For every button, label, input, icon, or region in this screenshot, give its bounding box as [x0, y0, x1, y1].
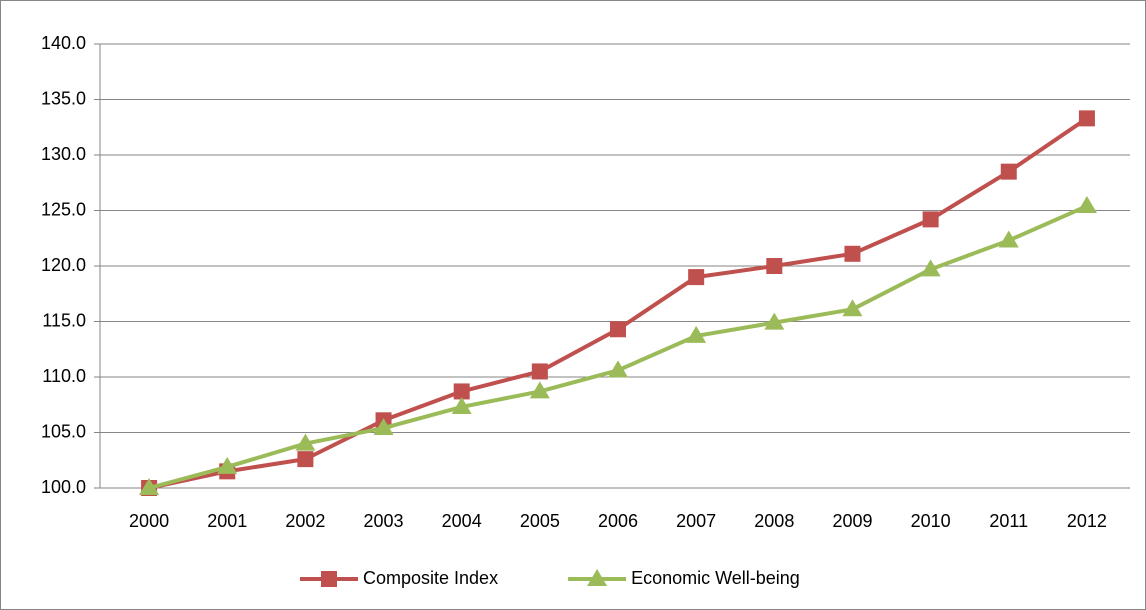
y-tick-label: 140.0: [41, 33, 86, 53]
x-tick-label: 2007: [676, 511, 716, 531]
point: [295, 433, 316, 451]
point: [922, 211, 939, 228]
point: [1076, 196, 1097, 214]
x-tick-label: 2006: [598, 511, 638, 531]
legend-marker: [587, 569, 608, 586]
point: [688, 269, 705, 286]
point: [842, 299, 863, 317]
point: [766, 258, 783, 274]
point: [998, 230, 1019, 248]
x-tick-label: 2008: [754, 511, 794, 531]
series: [139, 196, 1097, 495]
y-tick-label: 135.0: [41, 88, 86, 108]
point: [1000, 163, 1017, 180]
point: [139, 478, 160, 495]
point: [297, 451, 314, 468]
point: [764, 312, 785, 330]
point: [217, 456, 238, 474]
x-tick-label: 2011: [989, 511, 1028, 531]
x-tick-label: 2000: [129, 511, 169, 531]
legend-label: Composite Index: [363, 568, 498, 588]
x-tick-label: 2004: [442, 511, 482, 531]
y-tick-label: 110.0: [42, 366, 86, 386]
y-tick-label: 130.0: [41, 144, 86, 164]
x-tick-label: 2012: [1067, 511, 1107, 531]
x-tick-label: 2010: [911, 511, 951, 531]
x-tick-label: 2002: [285, 511, 325, 531]
legend-label: Economic Well-being: [631, 568, 800, 588]
point: [529, 381, 550, 399]
legend-marker: [321, 571, 337, 587]
point: [920, 259, 941, 277]
y-tick-label: 100.0: [41, 477, 86, 497]
y-tick-label: 120.0: [41, 255, 86, 275]
x-tick-label: 2001: [207, 511, 247, 531]
point: [1078, 110, 1095, 127]
x-tick-label: 2003: [364, 511, 404, 531]
series: [141, 110, 1095, 496]
point: [451, 396, 472, 414]
y-tick-label: 115.0: [42, 310, 86, 330]
x-tick-label: 2005: [520, 511, 560, 531]
point: [453, 383, 470, 400]
point: [844, 245, 861, 262]
point: [608, 360, 628, 378]
point: [531, 363, 548, 380]
point: [373, 418, 394, 436]
y-tick-label: 125.0: [41, 199, 86, 219]
y-tick-label: 105.0: [41, 421, 86, 441]
point: [686, 325, 707, 343]
point: [610, 321, 626, 338]
x-tick-label: 2009: [832, 511, 872, 531]
